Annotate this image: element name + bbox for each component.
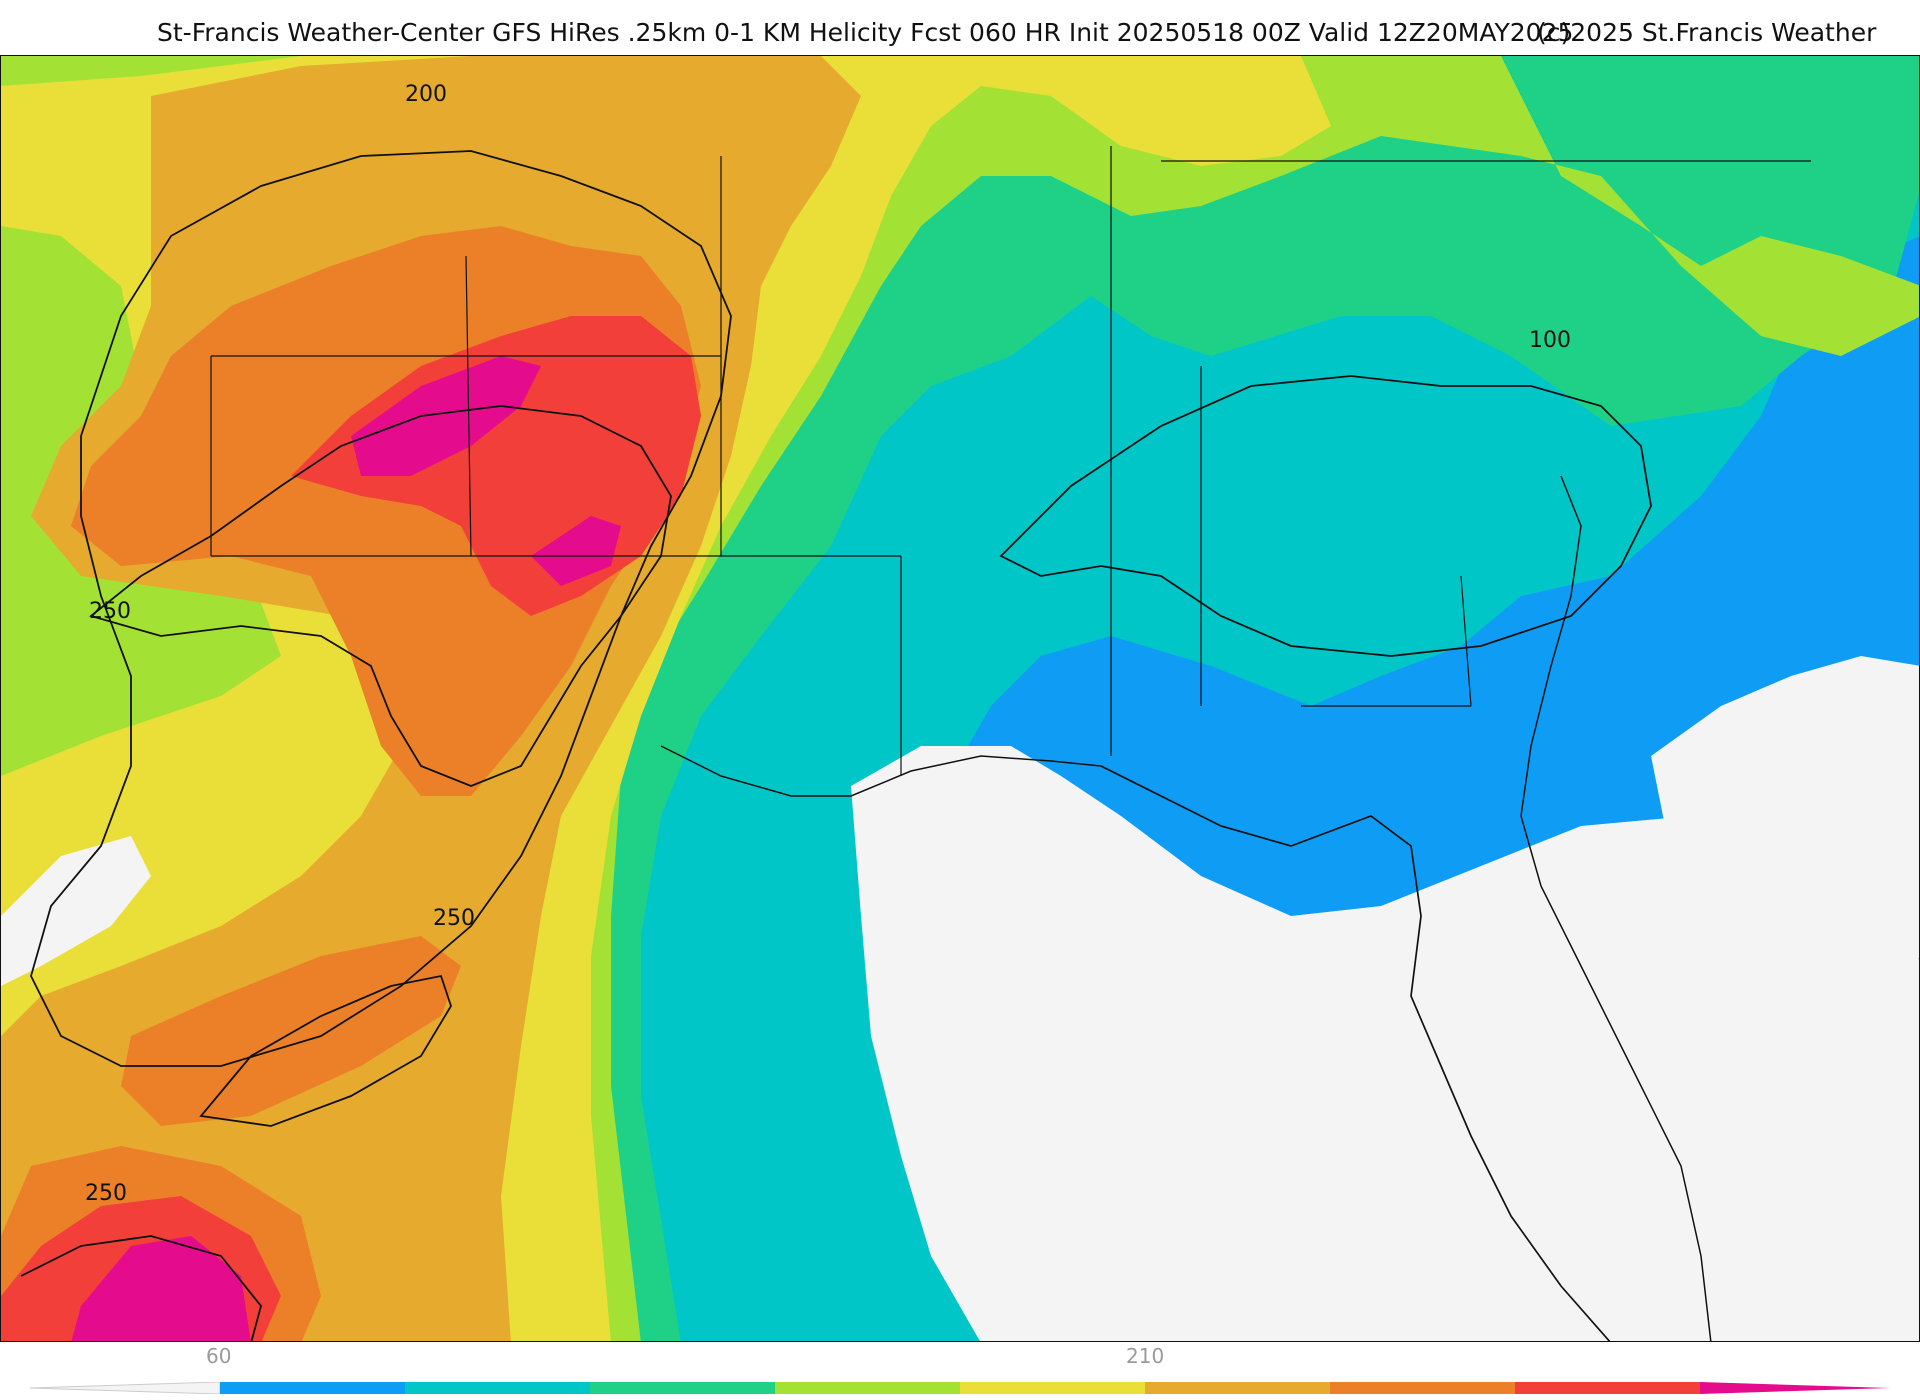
contour-label-250-south: 250 xyxy=(433,906,475,931)
contour-label-100: 100 xyxy=(1529,328,1571,353)
orange-south-helicity-field xyxy=(121,936,461,1126)
contour-label-250-southwest: 250 xyxy=(85,1181,127,1206)
contour-200-line xyxy=(30,150,732,1067)
atlantic-low-helicity-area xyxy=(1651,656,1919,1036)
colorbar-yellow xyxy=(960,1382,1145,1394)
colorbar-right-taper xyxy=(1700,1382,1890,1394)
helicity-map: 200 250 250 250 100 xyxy=(0,55,1920,1342)
colorbar-tick-60: 60 xyxy=(206,1344,232,1368)
colorbar-blue xyxy=(220,1382,405,1394)
contour-100-line xyxy=(999,375,1652,657)
gulf-low-helicity-area xyxy=(851,746,1919,1341)
map-title: St-Francis Weather-Center GFS HiRes .25k… xyxy=(157,18,1574,47)
helicity-colorbar-section: 60 210 xyxy=(0,1342,1920,1400)
contour-250-south-line xyxy=(199,974,452,1127)
magenta-helicity-field-b xyxy=(531,516,621,586)
colorbar-red xyxy=(1515,1382,1700,1394)
helicity-colorbar xyxy=(30,1382,1890,1394)
contour-label-250-north: 250 xyxy=(89,599,131,624)
contour-250-north-line xyxy=(89,405,672,787)
colorbar-left-taper xyxy=(30,1382,221,1394)
florida-coastline xyxy=(1100,765,1611,1341)
atlantic-coast-line xyxy=(1520,475,1712,1341)
map-title-bar: St-Francis Weather-Center GFS HiRes .25k… xyxy=(0,14,1920,54)
gulf-coast-line xyxy=(660,745,1102,797)
state-border-lines xyxy=(210,146,1811,776)
contour-label-200: 200 xyxy=(405,82,447,107)
colorbar-light-green xyxy=(775,1382,960,1394)
magenta-helicity-field-a xyxy=(351,356,541,476)
helicity-map-canvas: 200 250 250 250 100 xyxy=(1,56,1919,1341)
contour-250-southwest-line xyxy=(20,1235,262,1341)
colorbar-teal xyxy=(405,1382,590,1394)
colorbar-orange xyxy=(1330,1382,1515,1394)
map-copyright: (c)2025 St.Francis Weather xyxy=(1537,18,1877,47)
colorbar-tick-210: 210 xyxy=(1126,1344,1165,1368)
colorbar-gold xyxy=(1145,1382,1330,1394)
colorbar-green xyxy=(590,1382,775,1394)
magenta-helicity-field-c xyxy=(71,1236,251,1341)
